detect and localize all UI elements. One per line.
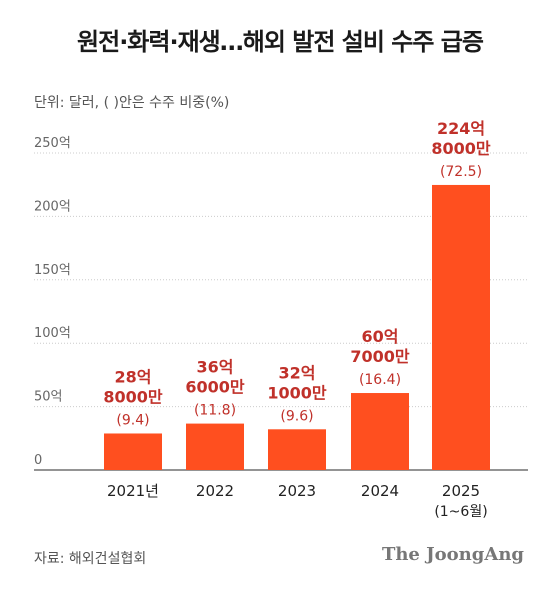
bar: [432, 184, 490, 470]
bar: [104, 433, 162, 470]
y-tick-label: 200억: [34, 199, 71, 214]
x-tick-label: 2021년: [107, 482, 159, 500]
share-label: (9.4): [116, 412, 149, 428]
share-label: (72.5): [440, 164, 482, 180]
value-label: 36억: [197, 358, 234, 377]
share-label: (11.8): [194, 403, 236, 419]
y-tick-label: 100억: [34, 326, 71, 341]
y-tick-label: 250억: [34, 136, 71, 151]
x-tick-label: 2025: [442, 482, 480, 500]
x-tick-sublabel: (1~6월): [434, 504, 487, 520]
value-label: 1000만: [267, 383, 327, 402]
share-label: (16.4): [359, 372, 401, 388]
value-label: 6000만: [185, 378, 245, 397]
value-label: 7000만: [350, 347, 410, 366]
chart-title: 원전·화력·재생…해외 발전 설비 수주 급증: [77, 28, 484, 56]
x-tick-label: 2022: [196, 482, 234, 500]
unit-note: 단위: 달러, ( )안은 수주 비중(%): [34, 95, 230, 111]
bar: [186, 423, 244, 470]
value-label: 28억: [115, 367, 152, 386]
y-tick-label: 50억: [34, 390, 63, 405]
value-label: 224억: [437, 119, 485, 138]
source-note: 자료: 해외건설협회: [34, 551, 147, 567]
value-label: 8000만: [103, 387, 163, 406]
value-label: 60억: [362, 327, 399, 346]
x-tick-label: 2023: [278, 482, 316, 500]
value-label: 8000만: [431, 139, 491, 158]
y-tick-label: 150억: [34, 263, 71, 278]
brand-logo: The JoongAng: [381, 544, 524, 565]
x-tick-label: 2024: [361, 482, 399, 500]
value-label: 32억: [279, 363, 316, 382]
bar: [268, 429, 326, 470]
bar: [351, 393, 409, 470]
y-tick-label: 0: [34, 453, 42, 468]
share-label: (9.6): [280, 408, 313, 424]
